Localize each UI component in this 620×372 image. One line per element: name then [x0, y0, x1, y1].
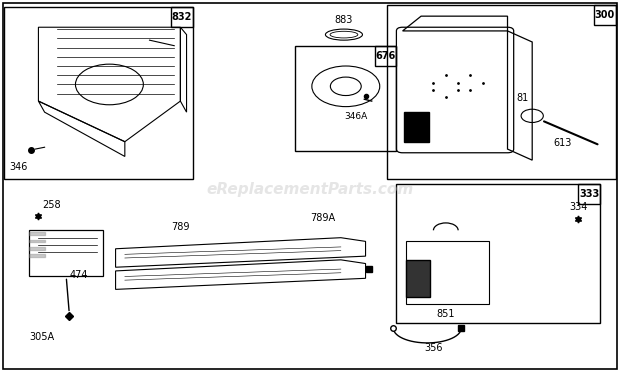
Bar: [387, 5, 616, 179]
Text: 258: 258: [43, 200, 61, 210]
Bar: [375, 46, 396, 66]
Text: 613: 613: [554, 138, 572, 148]
Text: 81: 81: [517, 93, 529, 103]
Bar: [404, 112, 428, 142]
Text: 346A: 346A: [345, 112, 368, 121]
Bar: [4, 7, 193, 179]
Text: eReplacementParts.com: eReplacementParts.com: [206, 182, 414, 197]
Text: 789A: 789A: [310, 213, 335, 223]
Bar: [171, 7, 193, 27]
Bar: [578, 184, 600, 205]
Text: 300: 300: [595, 10, 615, 20]
Bar: [294, 46, 396, 151]
Text: 789: 789: [171, 222, 190, 232]
Text: 883: 883: [335, 15, 353, 25]
Text: 346: 346: [9, 162, 28, 172]
Text: 851: 851: [436, 309, 455, 318]
Text: 305A: 305A: [29, 332, 54, 342]
Text: 832: 832: [172, 12, 192, 22]
Text: 676: 676: [376, 51, 396, 61]
Text: 333: 333: [579, 189, 600, 199]
Text: 356: 356: [424, 343, 443, 353]
Bar: [594, 5, 616, 25]
Bar: [396, 184, 600, 323]
Text: 334: 334: [569, 202, 588, 212]
Bar: [405, 260, 430, 297]
Text: 474: 474: [69, 270, 88, 280]
